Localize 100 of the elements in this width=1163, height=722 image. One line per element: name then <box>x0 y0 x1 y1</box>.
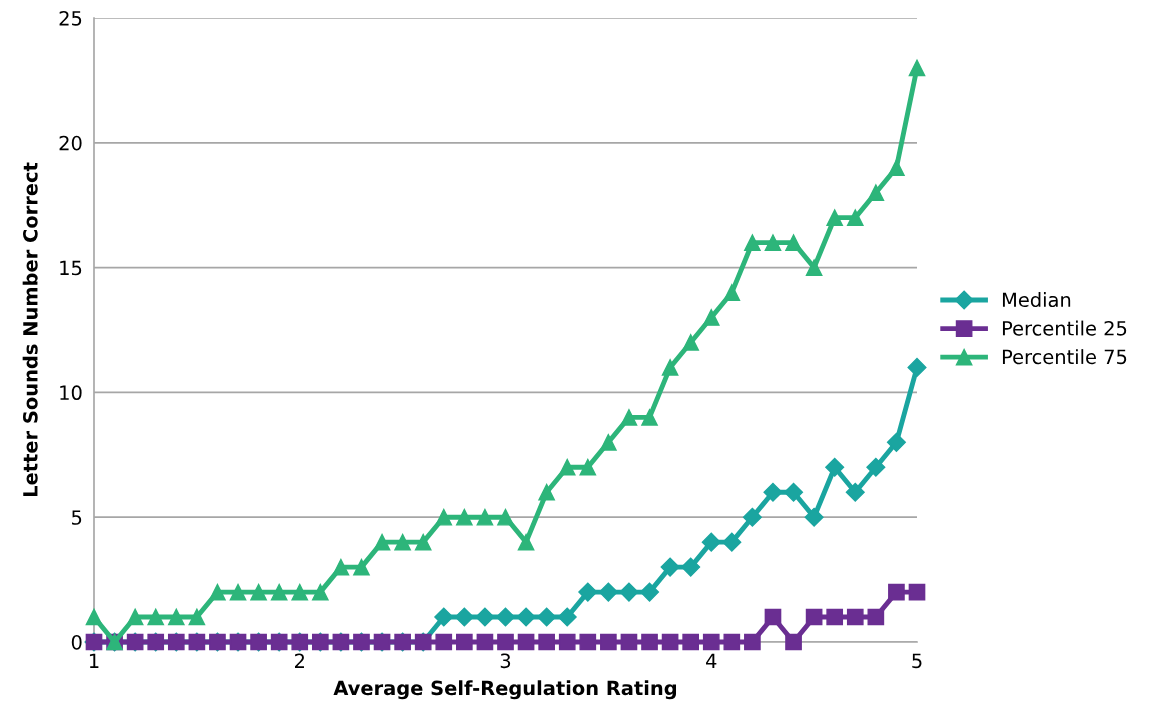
point <box>435 633 453 651</box>
x-tick-label: 3 <box>500 653 511 669</box>
point <box>517 533 535 551</box>
point <box>723 633 741 651</box>
point <box>353 558 370 576</box>
point <box>639 582 660 602</box>
point <box>764 608 782 626</box>
point <box>907 357 927 377</box>
x-axis-title: Average Self-Regulation Rating <box>333 680 677 700</box>
point <box>661 633 679 651</box>
point <box>476 508 494 526</box>
point <box>784 482 804 502</box>
point <box>846 608 864 626</box>
point <box>702 309 720 326</box>
point <box>744 234 761 251</box>
point <box>744 633 761 651</box>
point <box>454 607 474 627</box>
y-tick-label: 0 <box>71 634 82 650</box>
y-tick-label: 10 <box>60 385 82 401</box>
point <box>805 608 823 626</box>
point <box>209 583 226 601</box>
point <box>888 159 905 177</box>
point <box>825 457 845 477</box>
point <box>394 533 411 551</box>
y-tick-label: 20 <box>59 135 82 151</box>
point <box>497 508 514 526</box>
point <box>85 608 103 626</box>
point <box>188 608 206 626</box>
point <box>682 633 700 651</box>
point <box>126 608 144 626</box>
point <box>660 557 680 577</box>
point <box>147 608 165 626</box>
point <box>250 583 267 601</box>
point <box>311 583 329 601</box>
point <box>867 608 885 626</box>
point <box>434 607 454 627</box>
point <box>497 633 514 651</box>
point <box>908 583 926 601</box>
point <box>846 209 864 227</box>
point <box>702 633 720 651</box>
point <box>681 557 701 577</box>
point <box>600 433 617 451</box>
point <box>537 607 557 627</box>
point <box>845 482 865 502</box>
point <box>332 558 350 576</box>
point <box>805 259 823 276</box>
y-axis-title: Letter Sounds Number Correct <box>22 162 38 497</box>
point <box>742 507 762 527</box>
point <box>516 607 536 627</box>
point <box>538 483 555 501</box>
point <box>456 633 473 651</box>
point <box>886 432 906 452</box>
point <box>661 359 679 376</box>
point <box>475 607 495 627</box>
point <box>620 409 638 426</box>
x-tick-label: 4 <box>706 653 717 668</box>
point <box>804 507 824 527</box>
point <box>600 633 617 651</box>
point <box>826 608 844 626</box>
point <box>414 533 432 551</box>
y-tick-label: 15 <box>60 260 82 276</box>
point <box>579 633 597 651</box>
point <box>456 508 473 526</box>
legend-label: Percentile 25 <box>1002 320 1127 336</box>
point <box>619 582 639 602</box>
point <box>764 234 782 251</box>
point <box>538 633 555 651</box>
point <box>723 284 741 301</box>
x-tick-label: 5 <box>912 653 922 669</box>
point <box>435 508 453 526</box>
point <box>785 633 802 651</box>
point <box>558 458 576 476</box>
point <box>908 59 926 77</box>
point <box>229 583 247 601</box>
legend-label: Percentile 75 <box>1002 349 1127 365</box>
point <box>373 533 391 551</box>
y-tick-label: 5 <box>72 510 82 525</box>
y-tick-label: 25 <box>59 10 82 26</box>
point <box>682 334 700 351</box>
point <box>826 209 844 227</box>
point <box>620 633 638 651</box>
point <box>270 583 288 601</box>
point <box>579 458 597 476</box>
legend-label: Median <box>1002 292 1071 308</box>
point <box>866 457 886 477</box>
point <box>763 482 783 502</box>
point <box>701 532 721 552</box>
point <box>722 532 742 552</box>
point <box>476 633 494 651</box>
point <box>495 607 516 627</box>
point <box>578 582 598 602</box>
point <box>167 608 185 626</box>
x-tick-label: 1 <box>89 653 99 668</box>
point <box>598 582 618 602</box>
point <box>867 184 885 202</box>
point <box>291 583 309 601</box>
point <box>641 633 658 651</box>
point <box>888 583 905 601</box>
point <box>517 633 535 651</box>
point <box>641 409 658 426</box>
